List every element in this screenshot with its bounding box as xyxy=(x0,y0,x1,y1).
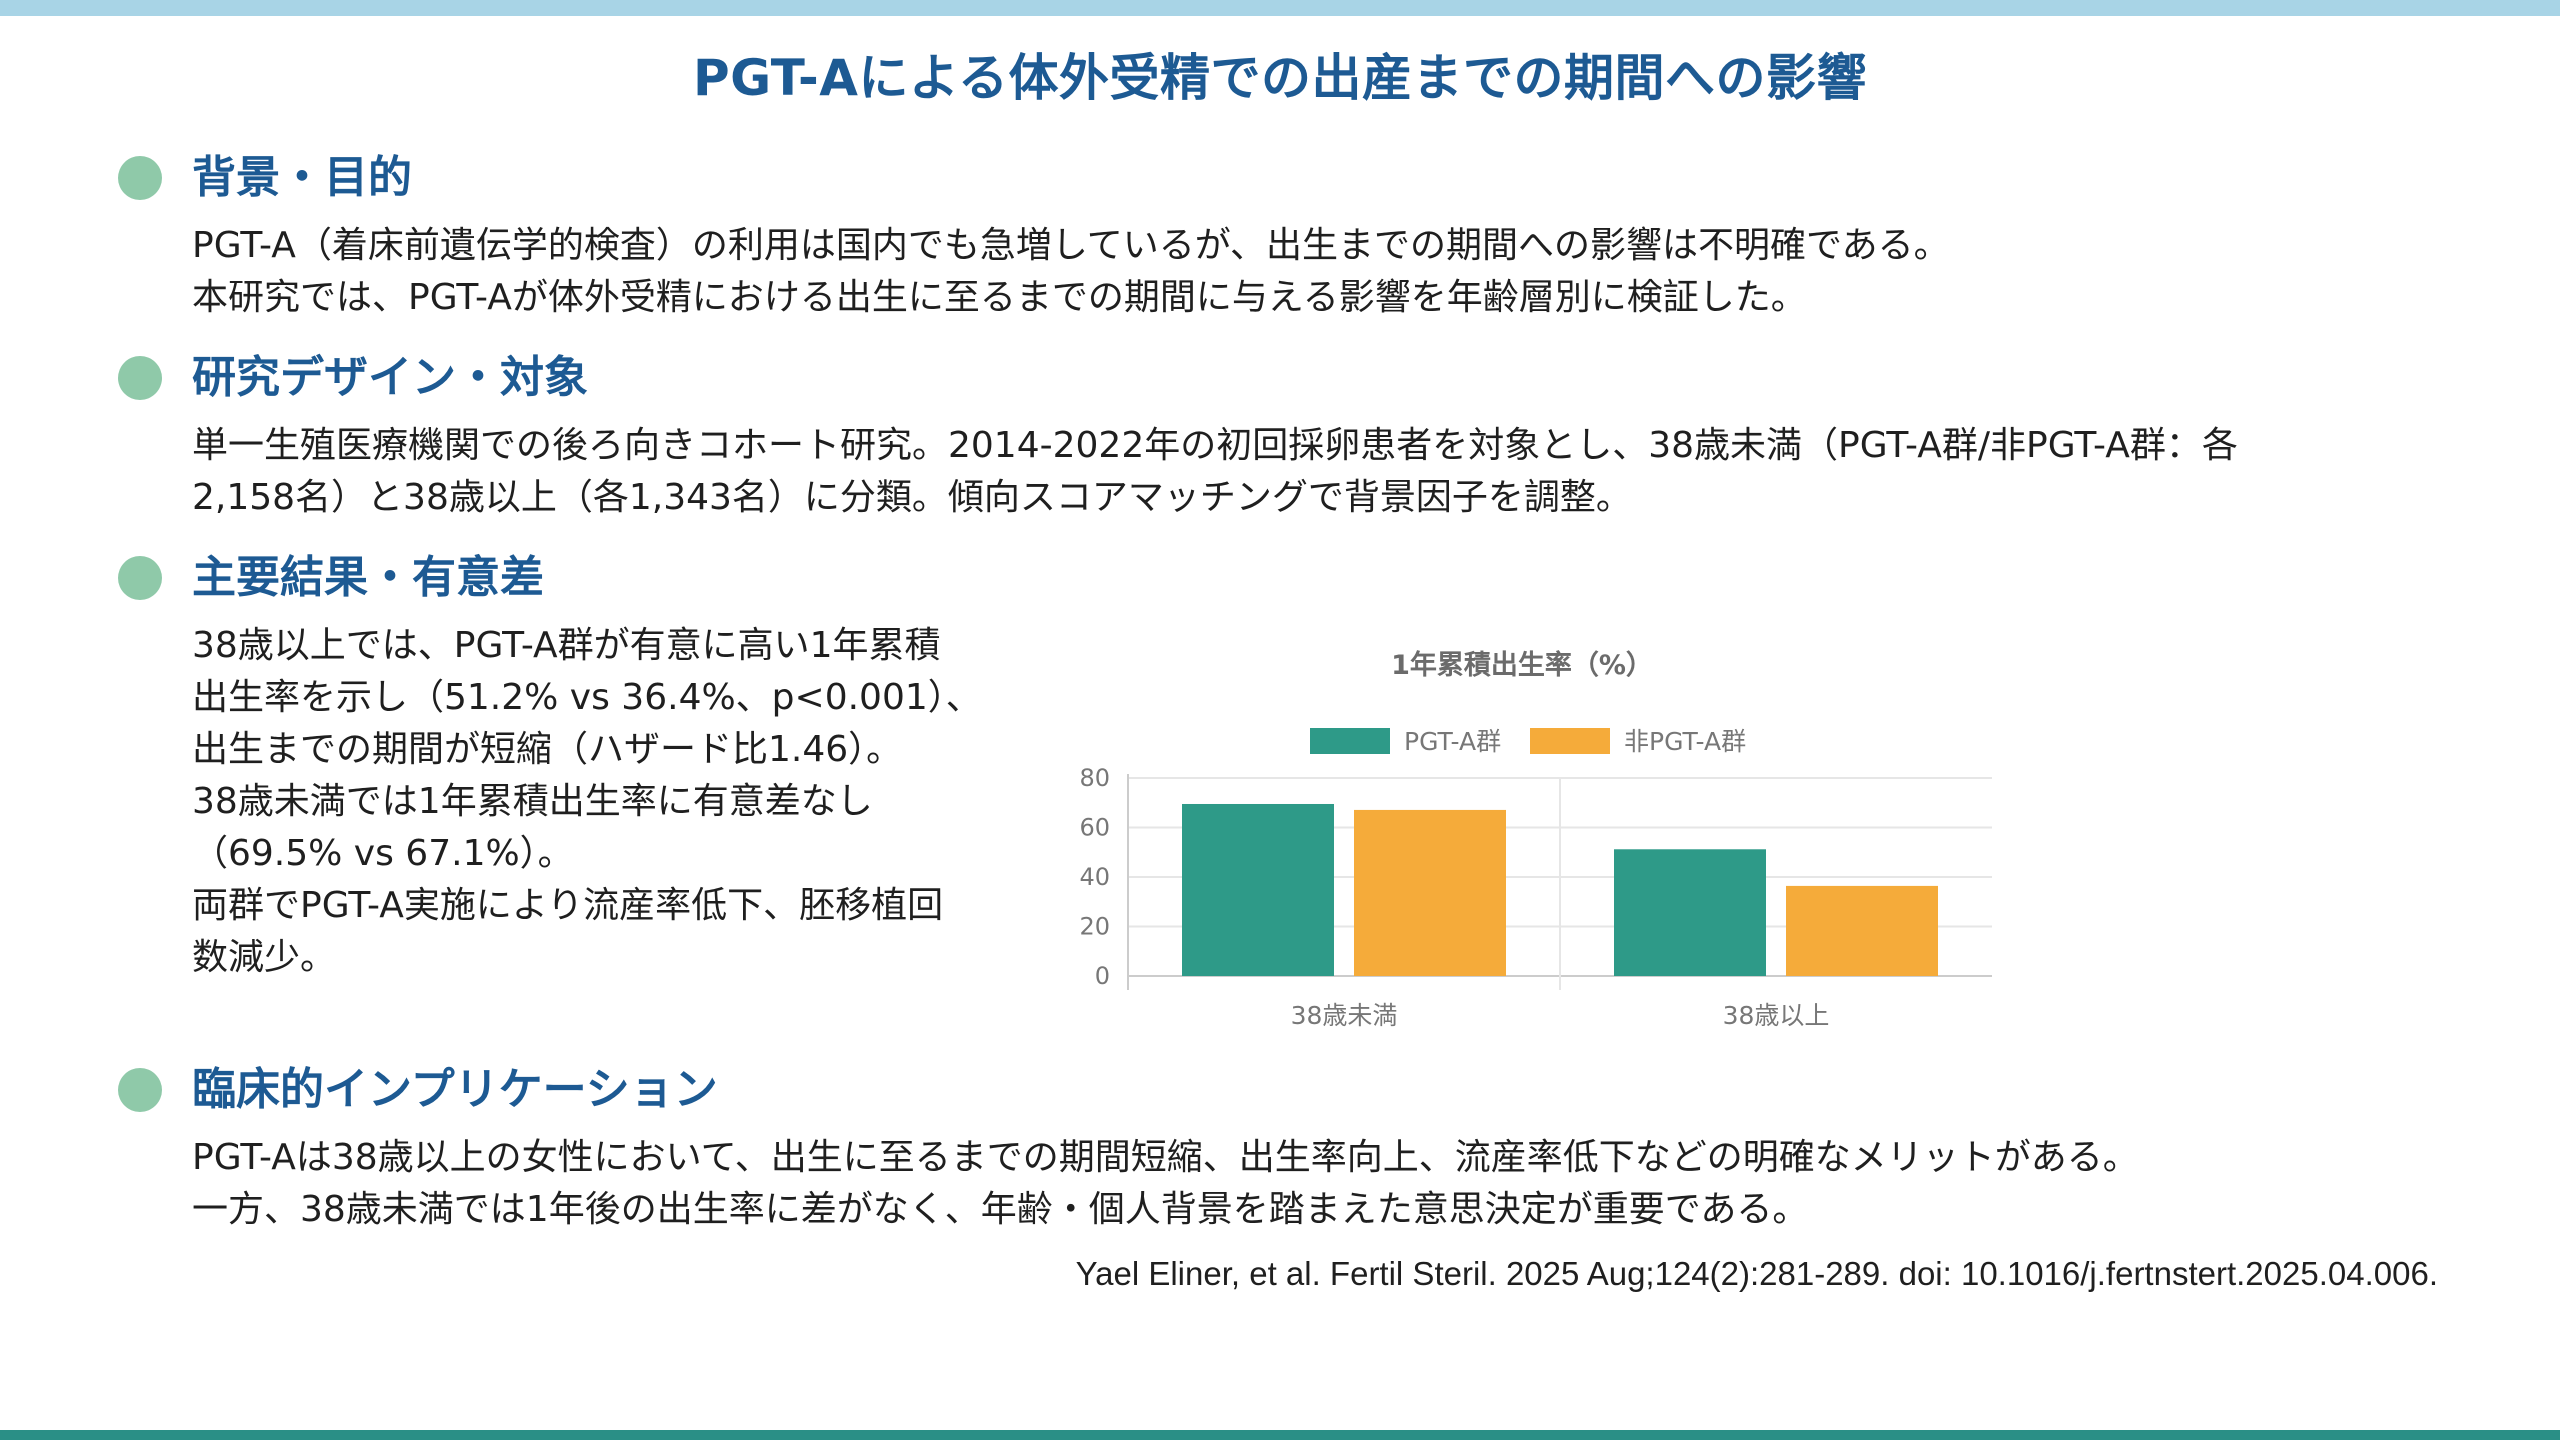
chart-title: 1年累積出生率（%） xyxy=(1391,649,1653,681)
section-bullet-icon xyxy=(118,556,162,600)
body-line: 2,158名）と38歳以上（各1,343名）に分類。傾向スコアマッチングで背景因… xyxy=(192,477,1632,518)
x-tick-label: 38歳未満 xyxy=(1291,1001,1398,1030)
body-line: 数減少。 xyxy=(192,937,337,978)
section-results: 主要結果・有意差 38歳以上では、PGT-A群が有意に高い1年累積 出生率を示し… xyxy=(118,548,2478,984)
y-tick-label: 60 xyxy=(1079,814,1110,842)
top-accent-bar xyxy=(0,0,2560,16)
y-tick-label: 20 xyxy=(1079,913,1110,941)
body-line: 一方、38歳未満では1年後の出生率に差がなく、年齢・個人背景を踏まえた意思決定が… xyxy=(192,1189,1809,1230)
y-tick-label: 0 xyxy=(1095,962,1110,990)
chart-bar xyxy=(1786,885,1938,976)
body-line: 38歳未満では1年累積出生率に有意差なし xyxy=(192,781,873,822)
page-title: PGT-Aによる体外受精での出産までの期間への影響 xyxy=(692,49,1867,107)
section-heading: 研究デザイン・対象 xyxy=(192,352,588,403)
section-heading: 主要結果・有意差 xyxy=(192,552,544,603)
legend-swatch xyxy=(1310,728,1390,754)
chart-bar xyxy=(1614,849,1766,976)
citation: Yael Eliner, et al. Fertil Steril. 2025 … xyxy=(1075,1255,2438,1292)
section-implications: 臨床的インプリケーション PGT-Aは38歳以上の女性において、出生に至るまでの… xyxy=(118,1060,2478,1236)
y-tick-label: 80 xyxy=(1079,764,1110,792)
section-heading: 臨床的インプリケーション xyxy=(192,1064,718,1115)
chart-bar xyxy=(1354,809,1506,976)
section-body: PGT-A（着床前遺伝学的検査）の利用は国内でも急増しているが、出生までの期間へ… xyxy=(192,220,2478,324)
section-bullet-icon xyxy=(118,356,162,400)
legend-label: 非PGT-A群 xyxy=(1624,727,1746,756)
body-line: 38歳以上では、PGT-A群が有意に高い1年累積 xyxy=(192,625,941,666)
body-line: 出生までの期間が短縮（ハザード比1.46）。 xyxy=(192,729,903,770)
section-design: 研究デザイン・対象 単一生殖医療機関での後ろ向きコホート研究。2014-2022… xyxy=(118,348,2478,524)
body-line: 両群でPGT-A実施により流産率低下、胚移植回 xyxy=(192,885,944,926)
bottom-accent-bar xyxy=(0,1430,2560,1440)
section-body: 単一生殖医療機関での後ろ向きコホート研究。2014-2022年の初回採卵患者を対… xyxy=(192,420,2478,524)
body-line: 出生率を示し（51.2% vs 36.4%、p<0.001）、 xyxy=(192,677,982,718)
section-bullet-icon xyxy=(118,1068,162,1112)
body-line: （69.5% vs 67.1%）。 xyxy=(192,833,574,874)
body-line: 本研究では、PGT-Aが体外受精における出生に至るまでの期間に与える影響を年齢層… xyxy=(192,277,1807,318)
x-tick-label: 38歳以上 xyxy=(1723,1001,1830,1030)
y-tick-label: 40 xyxy=(1079,863,1110,891)
section-body: PGT-Aは38歳以上の女性において、出生に至るまでの期間短縮、出生率向上、流産… xyxy=(192,1132,2478,1236)
section-body: 38歳以上では、PGT-A群が有意に高い1年累積 出生率を示し（51.2% vs… xyxy=(192,620,1072,984)
chart-svg: 1年累積出生率（%） PGT-A群 非PGT-A群 0 20 40 60 80 38歳未満 38歳… xyxy=(1079,649,1992,1030)
section-heading: 背景・目的 xyxy=(192,152,412,203)
section-background: 背景・目的 PGT-A（着床前遺伝学的検査）の利用は国内でも急増しているが、出生… xyxy=(118,148,2478,324)
legend-swatch xyxy=(1530,728,1610,754)
body-line: PGT-Aは38歳以上の女性において、出生に至るまでの期間短縮、出生率向上、流産… xyxy=(192,1137,2139,1178)
section-bullet-icon xyxy=(118,156,162,200)
body-line: PGT-A（着床前遺伝学的検査）の利用は国内でも急増しているが、出生までの期間へ… xyxy=(192,225,1950,266)
chart-bar xyxy=(1182,803,1334,976)
legend-label: PGT-A群 xyxy=(1404,727,1501,756)
body-line: 単一生殖医療機関での後ろ向きコホート研究。2014-2022年の初回採卵患者を対… xyxy=(192,425,2238,466)
birth-rate-chart: 1年累積出生率（%） PGT-A群 非PGT-A群 0 20 40 60 80 38歳未満 38歳… xyxy=(1050,630,2010,1050)
